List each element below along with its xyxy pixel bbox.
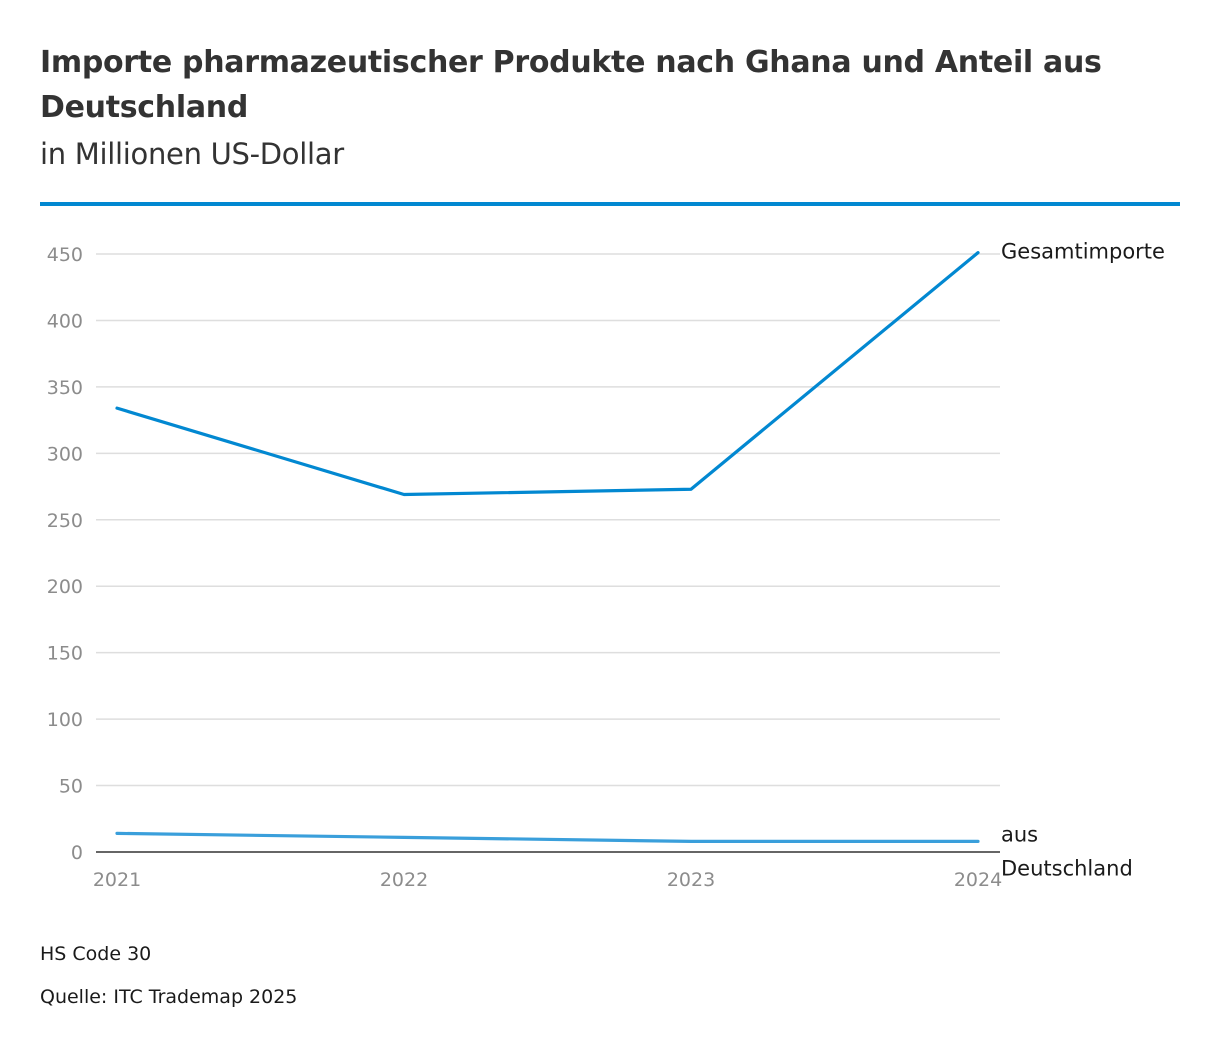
source-note: Quelle: ITC Trademap 2025 [40,986,298,1008]
series-label: aus [1001,822,1038,846]
series-labels: Gesamtimporte aus Deutschland [1001,240,1165,881]
chart-header: Importe pharmazeutischer Produkte nach G… [40,40,1180,174]
x-tick-label: 2024 [954,869,1002,891]
footnote: HS Code 30 [40,943,152,965]
x-tick-label: 2022 [380,869,428,891]
grid-lines [96,253,1000,787]
y-tick-label: 250 [47,510,83,532]
y-axis-ticks: 0 50 100 150 200 250 300 350 400 450 [47,244,83,864]
y-tick-label: 0 [71,842,83,864]
y-tick-label: 400 [47,310,83,332]
y-tick-label: 150 [47,643,83,665]
series-line-2 [115,831,980,843]
y-tick-label: 50 [59,776,83,798]
x-tick-label: 2023 [667,869,715,891]
chart-subtitle: in Millionen US-Dollar [40,137,344,171]
series-label: Gesamtimporte [1001,240,1165,264]
y-tick-label: 450 [47,244,83,266]
series-lines [115,251,980,843]
y-tick-label: 350 [47,377,83,399]
x-axis-ticks: 2021 2022 2023 2024 [93,869,1002,891]
y-tick-label: 300 [47,443,83,465]
x-tick-label: 2021 [93,869,141,891]
series-line-1 [115,251,980,497]
header-divider [40,202,1180,206]
y-tick-label: 200 [47,576,83,598]
chart-title: Importe pharmazeutischer Produkte nach G… [40,45,1102,125]
y-tick-label: 100 [47,709,83,731]
series-label: Deutschland [1001,856,1133,880]
